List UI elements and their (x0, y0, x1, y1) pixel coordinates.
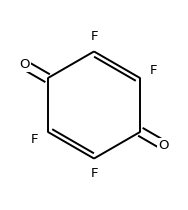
Text: F: F (90, 30, 98, 43)
Text: F: F (90, 167, 98, 180)
Text: O: O (158, 139, 169, 152)
Text: F: F (150, 64, 157, 77)
Text: F: F (31, 133, 38, 146)
Text: O: O (19, 58, 30, 71)
